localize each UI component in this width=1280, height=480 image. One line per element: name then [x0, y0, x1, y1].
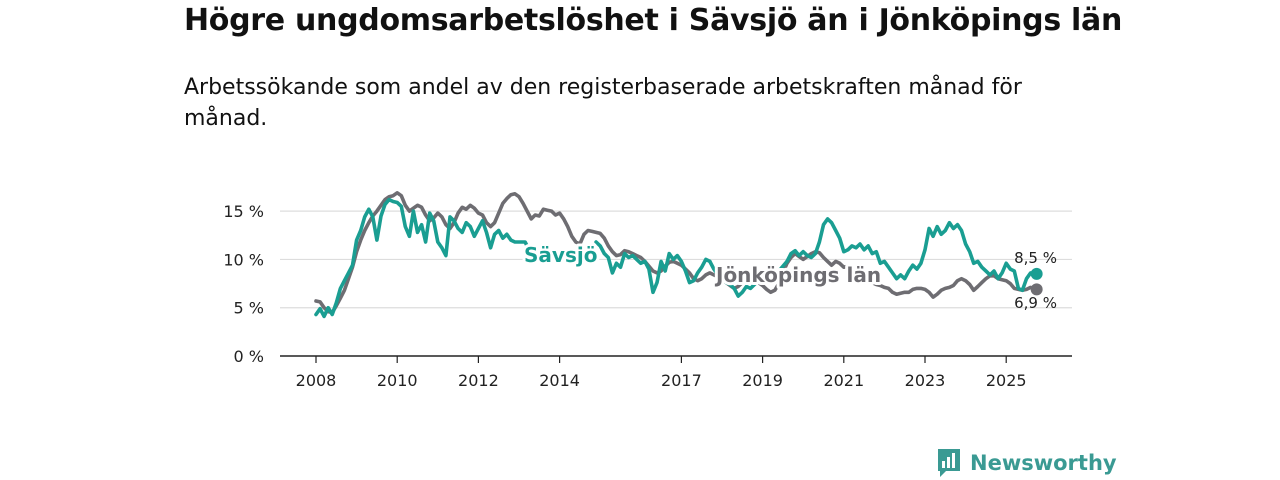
x-tick-label: 2008: [296, 371, 337, 390]
y-tick-label: 15 %: [223, 202, 264, 221]
x-tick-label: 2023: [905, 371, 946, 390]
series-line-jonkopings-lan: [314, 191, 1039, 315]
series-line-savsjo: [728, 278, 765, 298]
x-tick-label: 2021: [823, 371, 864, 390]
end-point-savsjo: [1030, 267, 1043, 280]
end-label-jonkopings-lan: 6,9 %: [1014, 294, 1057, 312]
y-tick-label: 0 %: [234, 347, 264, 366]
x-tick-label: 2012: [458, 371, 499, 390]
brand-logo: Newsworthy: [936, 446, 1117, 480]
chart-title: Högre ungdomsarbetslöshet i Sävsjö än i …: [184, 3, 1123, 38]
end-point-jonkopings-lan: [1030, 283, 1043, 296]
x-tick-label: 2010: [377, 371, 418, 390]
x-tick-label: 2019: [742, 371, 783, 390]
brand-name: Newsworthy: [970, 451, 1117, 475]
y-tick-label: 10 %: [223, 250, 264, 269]
series-label-savsjo: Sävsjö: [524, 243, 597, 267]
series-line-savsjo: [594, 240, 712, 295]
series-label-savsjo-halo: Sävsjö: [524, 243, 597, 267]
newsworthy-logo-icon: [938, 449, 960, 477]
x-tick-label: 2014: [539, 371, 580, 390]
x-tick-label: 2017: [661, 371, 702, 390]
series-line-savsjo: [314, 197, 533, 319]
series-label-jonkopings-lan-halo: Jönköpings län: [714, 263, 881, 287]
series-line-savsjo: [708, 259, 732, 287]
y-tick-label: 5 %: [234, 299, 264, 318]
chart-subtitle: Arbetssökande som andel av den registerb…: [184, 75, 1022, 131]
series-label-jonkopings-lan: Jönköpings län: [714, 263, 881, 287]
x-tick-label: 2025: [986, 371, 1027, 390]
end-label-savsjo: 8,5 %: [1014, 249, 1057, 267]
series-line-savsjo: [760, 259, 789, 285]
series-line-savsjo: [785, 217, 1039, 293]
